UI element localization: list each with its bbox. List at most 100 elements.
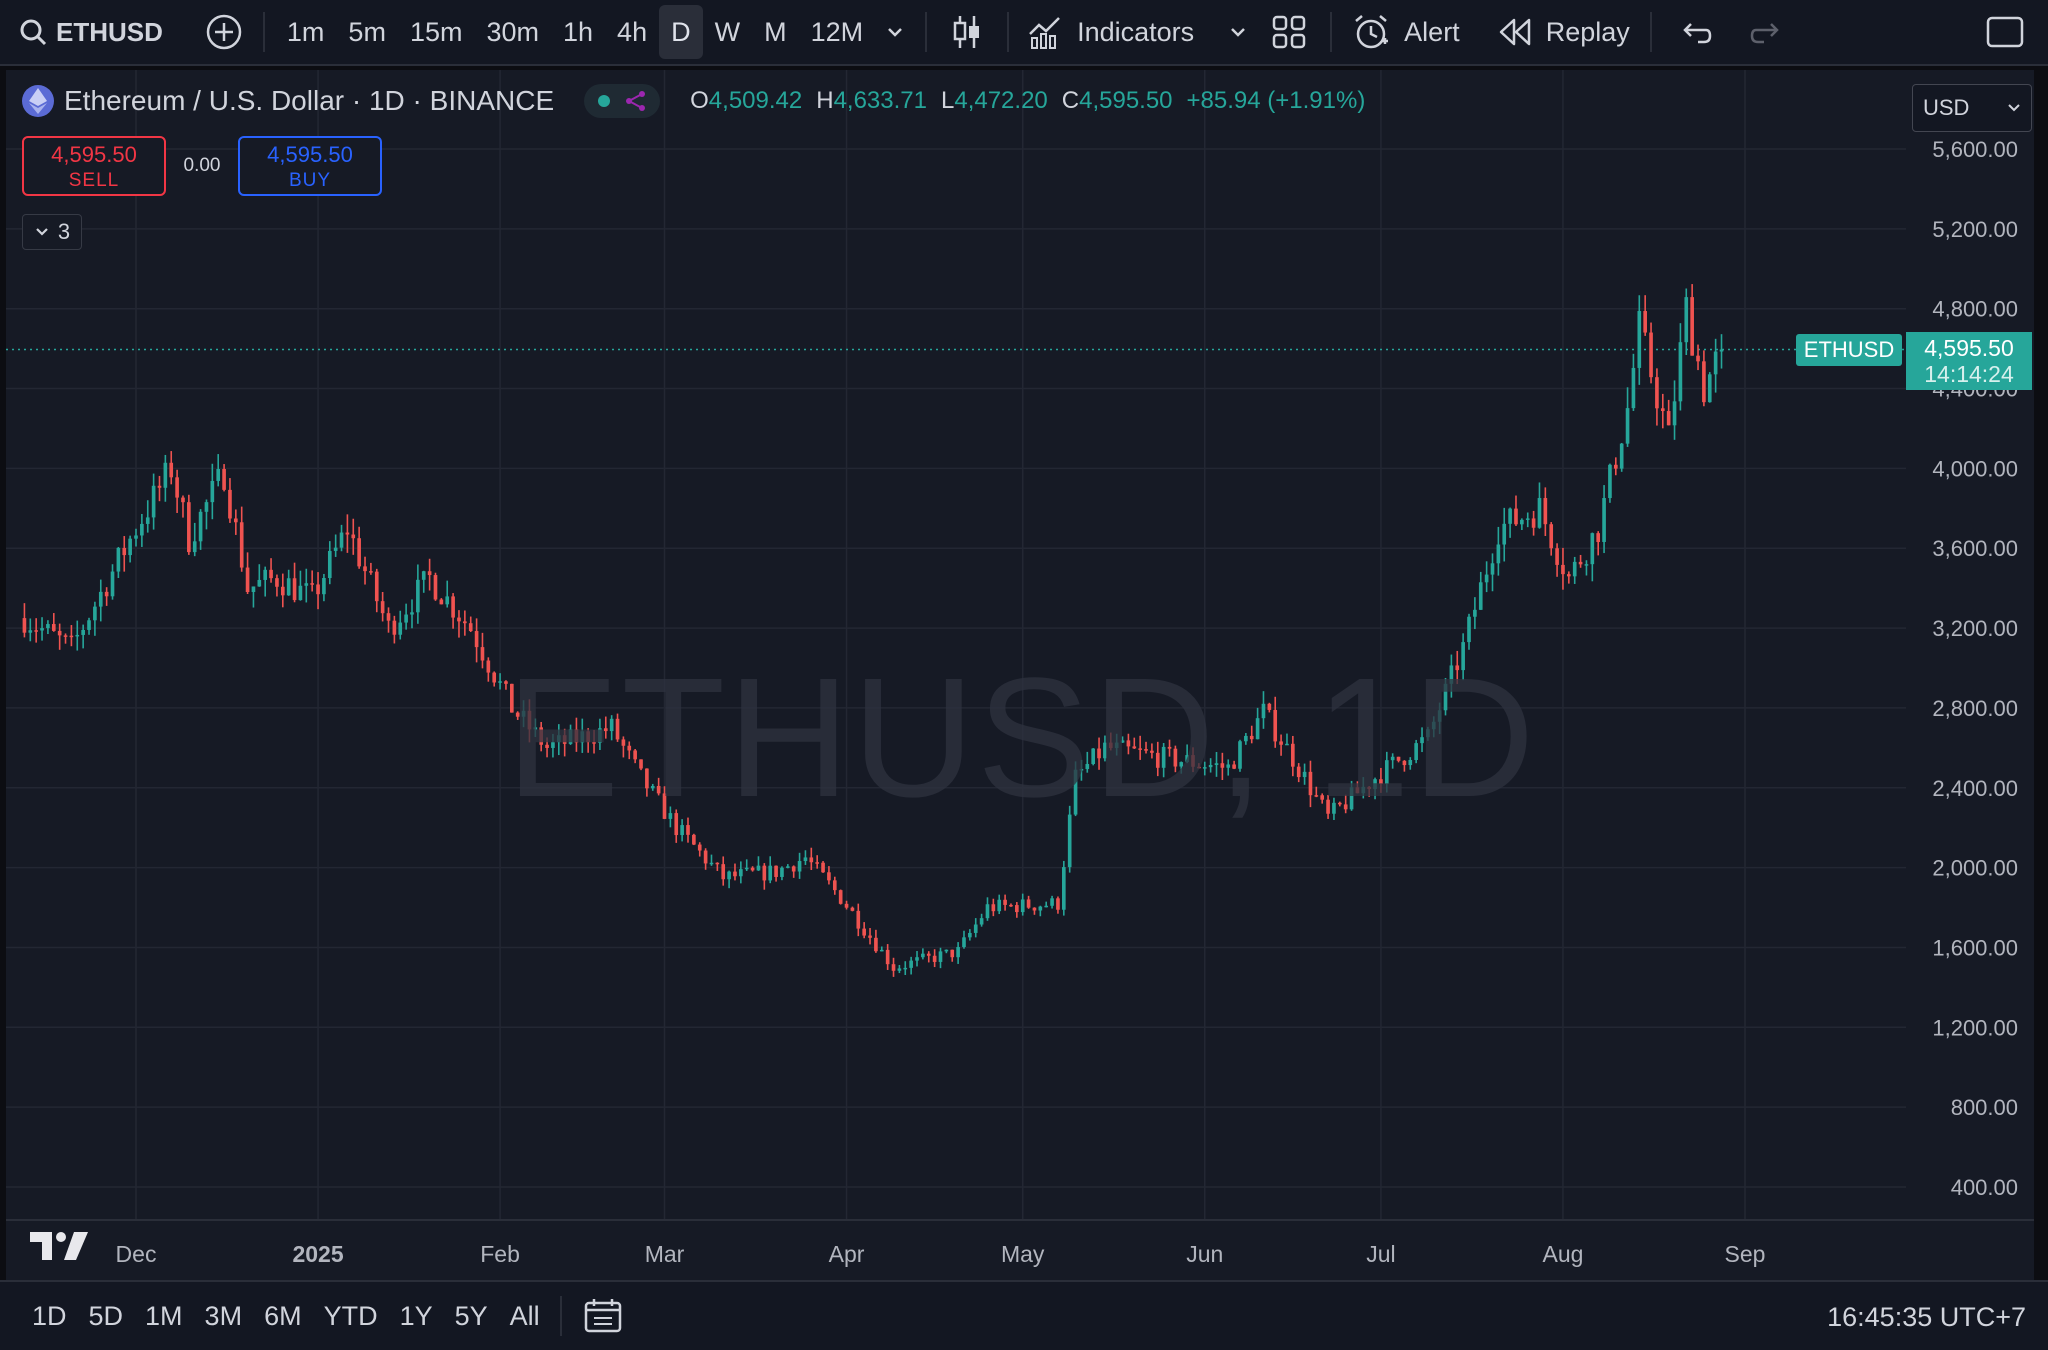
candle-body [515, 712, 520, 717]
go-to-date-button[interactable] [584, 1298, 622, 1334]
candle-body [556, 735, 561, 743]
candle-body [46, 624, 50, 629]
indicators-collapse-button[interactable]: 3 [22, 214, 82, 250]
candle-body [1255, 718, 1260, 740]
fullscreen-icon [1986, 16, 2024, 48]
candle-body [1067, 814, 1072, 868]
time-axis[interactable]: Dec 2025 Feb Mar Apr May Jun Jul Aug Sep [116, 1241, 1766, 1267]
candle-body [1015, 905, 1019, 913]
market-status-pill[interactable] [584, 84, 661, 118]
alert-label: Alert [1404, 16, 1460, 47]
candle-body [1126, 740, 1131, 747]
time-tick-label: Mar [645, 1241, 685, 1267]
candle-body [1132, 746, 1137, 749]
candle-body [69, 635, 74, 638]
redo-button[interactable] [1726, 0, 1796, 65]
timeframe-m[interactable]: M [764, 17, 787, 47]
time-tick-label: May [1001, 1241, 1045, 1267]
range-5y[interactable]: 5Y [454, 1300, 488, 1331]
candle-body [915, 957, 919, 961]
alert-button[interactable]: Alert [1342, 0, 1470, 65]
candle-body [762, 865, 767, 881]
candle-body [40, 628, 44, 631]
tradingview-logo[interactable] [28, 1230, 90, 1267]
timeframe-5m[interactable]: 5m [348, 17, 386, 47]
timeframe-4h[interactable]: 4h [617, 17, 648, 47]
sell-button[interactable]: 4,595.50 SELL [22, 136, 166, 196]
currency-select[interactable]: USD [1912, 84, 2032, 132]
range-3m[interactable]: 3M [204, 1300, 243, 1331]
timeframe-1h[interactable]: 1h [563, 17, 594, 47]
candle-body [1244, 735, 1248, 742]
candle-body [216, 468, 221, 481]
price-tick-label: 400.00 [1951, 1175, 2018, 1200]
symbol-search[interactable]: ETHUSD [0, 0, 163, 65]
candle-body [1291, 743, 1295, 767]
candle-body [1208, 764, 1213, 768]
candle-body [1150, 750, 1154, 753]
candle-body [562, 735, 567, 744]
candle-body [1314, 795, 1319, 797]
timeframe-dropdown[interactable] [875, 0, 915, 65]
price-chart[interactable]: 5,600.005,200.004,800.004,400.004,000.00… [6, 70, 2034, 1280]
candle-body [1684, 297, 1689, 343]
range-1y[interactable]: 1Y [399, 1300, 433, 1331]
indicators-dropdown[interactable] [1202, 0, 1264, 65]
timeframe-w[interactable]: W [714, 17, 741, 47]
buy-button[interactable]: 4,595.50 BUY [238, 136, 382, 196]
candle-body [1443, 683, 1448, 711]
candle-body [1578, 561, 1583, 565]
candle-body [703, 850, 708, 864]
candle-body [1056, 898, 1060, 910]
candle-body [1478, 582, 1483, 610]
candle-body [950, 949, 955, 958]
timeframe-15m[interactable]: 15m [409, 17, 463, 47]
timeframe-30m[interactable]: 30m [486, 17, 539, 47]
range-all[interactable]: All [509, 1300, 540, 1331]
candle-body [1619, 443, 1624, 469]
indicators-button[interactable]: Indicators [1019, 0, 1202, 65]
candle-body [210, 480, 215, 503]
chart-pane[interactable]: 5,600.005,200.004,800.004,400.004,000.00… [6, 70, 2034, 1339]
range-ytd[interactable]: YTD [323, 1300, 378, 1331]
range-1d[interactable]: 1D [32, 1300, 67, 1331]
indicators-label: Indicators [1077, 16, 1195, 47]
candle-body [1590, 533, 1595, 565]
candle-body [468, 623, 473, 632]
buy-price: 4,595.50 [267, 142, 353, 167]
candle-body [251, 586, 256, 593]
chart-type-button[interactable] [937, 0, 997, 65]
layout-button[interactable] [1264, 0, 1320, 65]
candle-body [809, 857, 814, 863]
undo-button[interactable] [1662, 0, 1726, 65]
candle-body [1396, 756, 1401, 761]
candle-body [498, 681, 502, 683]
candle-body [181, 497, 185, 503]
candle-body [1050, 898, 1054, 906]
timeframe-d[interactable]: D [659, 5, 703, 59]
range-6m[interactable]: 6M [264, 1300, 302, 1331]
candle-body [1038, 906, 1043, 911]
toolbar-divider [1007, 12, 1010, 52]
timeframe-12m[interactable]: 12M [810, 17, 864, 47]
candle-body [1373, 779, 1377, 790]
candle-body [1561, 564, 1565, 575]
price-tick-label: 4,800.00 [1932, 297, 2018, 322]
compare-symbol-button[interactable] [205, 0, 243, 65]
candle-body [862, 928, 866, 936]
date-range-group: 1D 5D 1M 3M 6M YTD 1Y 5Y All [0, 1301, 540, 1332]
symbol-description[interactable]: Ethereum / U.S. Dollar · 1D · BINANCE [64, 85, 555, 116]
price-axis[interactable]: 5,600.005,200.004,800.004,400.004,000.00… [1932, 137, 2018, 1200]
fullscreen-button[interactable] [1986, 0, 2024, 65]
date-range-icon [584, 1299, 621, 1333]
price-tick-label: 2,800.00 [1932, 696, 2018, 721]
chevron-down-icon [2008, 104, 2020, 112]
timezone-clock[interactable]: 16:45:35 UTC+7 [1827, 1302, 2026, 1332]
range-5d[interactable]: 5D [88, 1300, 124, 1331]
candle-body [286, 578, 291, 596]
replay-button[interactable]: Replay [1470, 0, 1640, 65]
range-1m[interactable]: 1M [145, 1300, 183, 1331]
candle-body [1073, 769, 1078, 815]
timeframe-1m[interactable]: 1m [286, 17, 325, 47]
candle-body [1202, 767, 1207, 769]
